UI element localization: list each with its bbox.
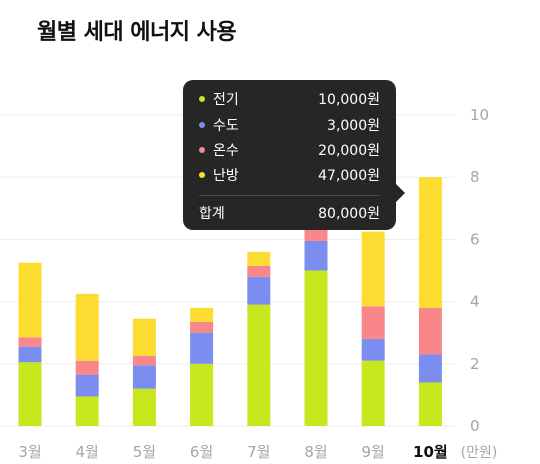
tooltip-label: 난방 bbox=[213, 168, 239, 184]
tooltip-row-total: 합계 80,000원 bbox=[199, 201, 380, 225]
heating-dot-icon bbox=[199, 172, 205, 178]
bar-segment bbox=[75, 360, 99, 375]
x-tick-label: 4월 bbox=[76, 443, 99, 461]
bar-segment bbox=[190, 332, 214, 364]
y-tick-label: 0 bbox=[470, 417, 480, 435]
bar-segment bbox=[132, 318, 156, 357]
x-tick-label: 7월 bbox=[247, 443, 270, 461]
y-tick-label: 8 bbox=[470, 168, 480, 186]
bar-segment bbox=[361, 360, 385, 426]
x-tick-label: 5월 bbox=[133, 443, 156, 461]
water-dot-icon bbox=[199, 122, 205, 128]
tooltip-label: 전기 bbox=[213, 92, 239, 108]
x-tick-label: 9월 bbox=[362, 443, 385, 461]
bar-segment bbox=[190, 321, 214, 333]
y-tick-label: 4 bbox=[470, 293, 480, 311]
tooltip-total-value: 80,000원 bbox=[318, 206, 380, 222]
bar-segment bbox=[18, 337, 42, 347]
bar-segment bbox=[190, 307, 214, 322]
tooltip-value: 3,000원 bbox=[327, 118, 380, 134]
tooltip-total-label: 합계 bbox=[199, 206, 225, 222]
bar-segment bbox=[190, 363, 214, 426]
bar-segment bbox=[247, 265, 271, 277]
bar-segment bbox=[418, 307, 442, 355]
bar-segment bbox=[418, 382, 442, 426]
y-tick-label: 2 bbox=[470, 355, 480, 373]
page-title: 월별 세대 에너지 사용 bbox=[37, 20, 237, 45]
bar-segment bbox=[132, 388, 156, 426]
y-tick-label: 6 bbox=[470, 230, 480, 248]
bar-segment bbox=[75, 293, 99, 361]
x-tick-label: 8월 bbox=[304, 443, 327, 461]
bar-segment bbox=[418, 177, 442, 308]
bar-segment bbox=[132, 365, 156, 389]
bar-segment bbox=[18, 346, 42, 363]
bar-segment bbox=[418, 354, 442, 383]
bar-segment bbox=[132, 356, 156, 366]
bar-segment bbox=[18, 262, 42, 338]
tooltip-label: 온수 bbox=[213, 143, 239, 159]
x-tick-label: 6월 bbox=[190, 443, 213, 461]
bar-segment bbox=[75, 396, 99, 426]
bar-segment bbox=[304, 270, 328, 426]
hot-water-dot-icon bbox=[199, 147, 205, 153]
bar-segment bbox=[247, 276, 271, 305]
tooltip-row-electricity: 전기 10,000원 bbox=[199, 87, 380, 111]
bar-tooltip: 전기 10,000원 수도 3,000원 온수 20,000원 난방 47,00… bbox=[183, 80, 405, 230]
bar-segment bbox=[361, 306, 385, 339]
bar-segment bbox=[361, 231, 385, 307]
tooltip-value: 10,000원 bbox=[318, 92, 380, 108]
bar-segment bbox=[247, 304, 271, 426]
electricity-dot-icon bbox=[199, 96, 205, 102]
tooltip-label: 수도 bbox=[213, 118, 239, 134]
y-tick-label: 10 bbox=[470, 106, 489, 124]
x-tick-label: 10월 bbox=[413, 443, 448, 461]
tooltip-row-heating: 난방 47,000원 bbox=[199, 163, 380, 187]
unit-label: (만원) bbox=[461, 445, 498, 461]
bar-segment bbox=[247, 251, 271, 266]
bar-segment bbox=[75, 374, 99, 397]
tooltip-value: 47,000원 bbox=[318, 168, 380, 184]
bar-segment bbox=[361, 338, 385, 361]
tooltip-value: 20,000원 bbox=[318, 143, 380, 159]
x-tick-label: 3월 bbox=[18, 443, 41, 461]
tooltip-row-hot-water: 온수 20,000원 bbox=[199, 138, 380, 162]
tooltip-row-water: 수도 3,000원 bbox=[199, 113, 380, 137]
tooltip-divider bbox=[199, 195, 380, 196]
bar-segment bbox=[18, 362, 42, 426]
bar-segment bbox=[304, 240, 328, 271]
